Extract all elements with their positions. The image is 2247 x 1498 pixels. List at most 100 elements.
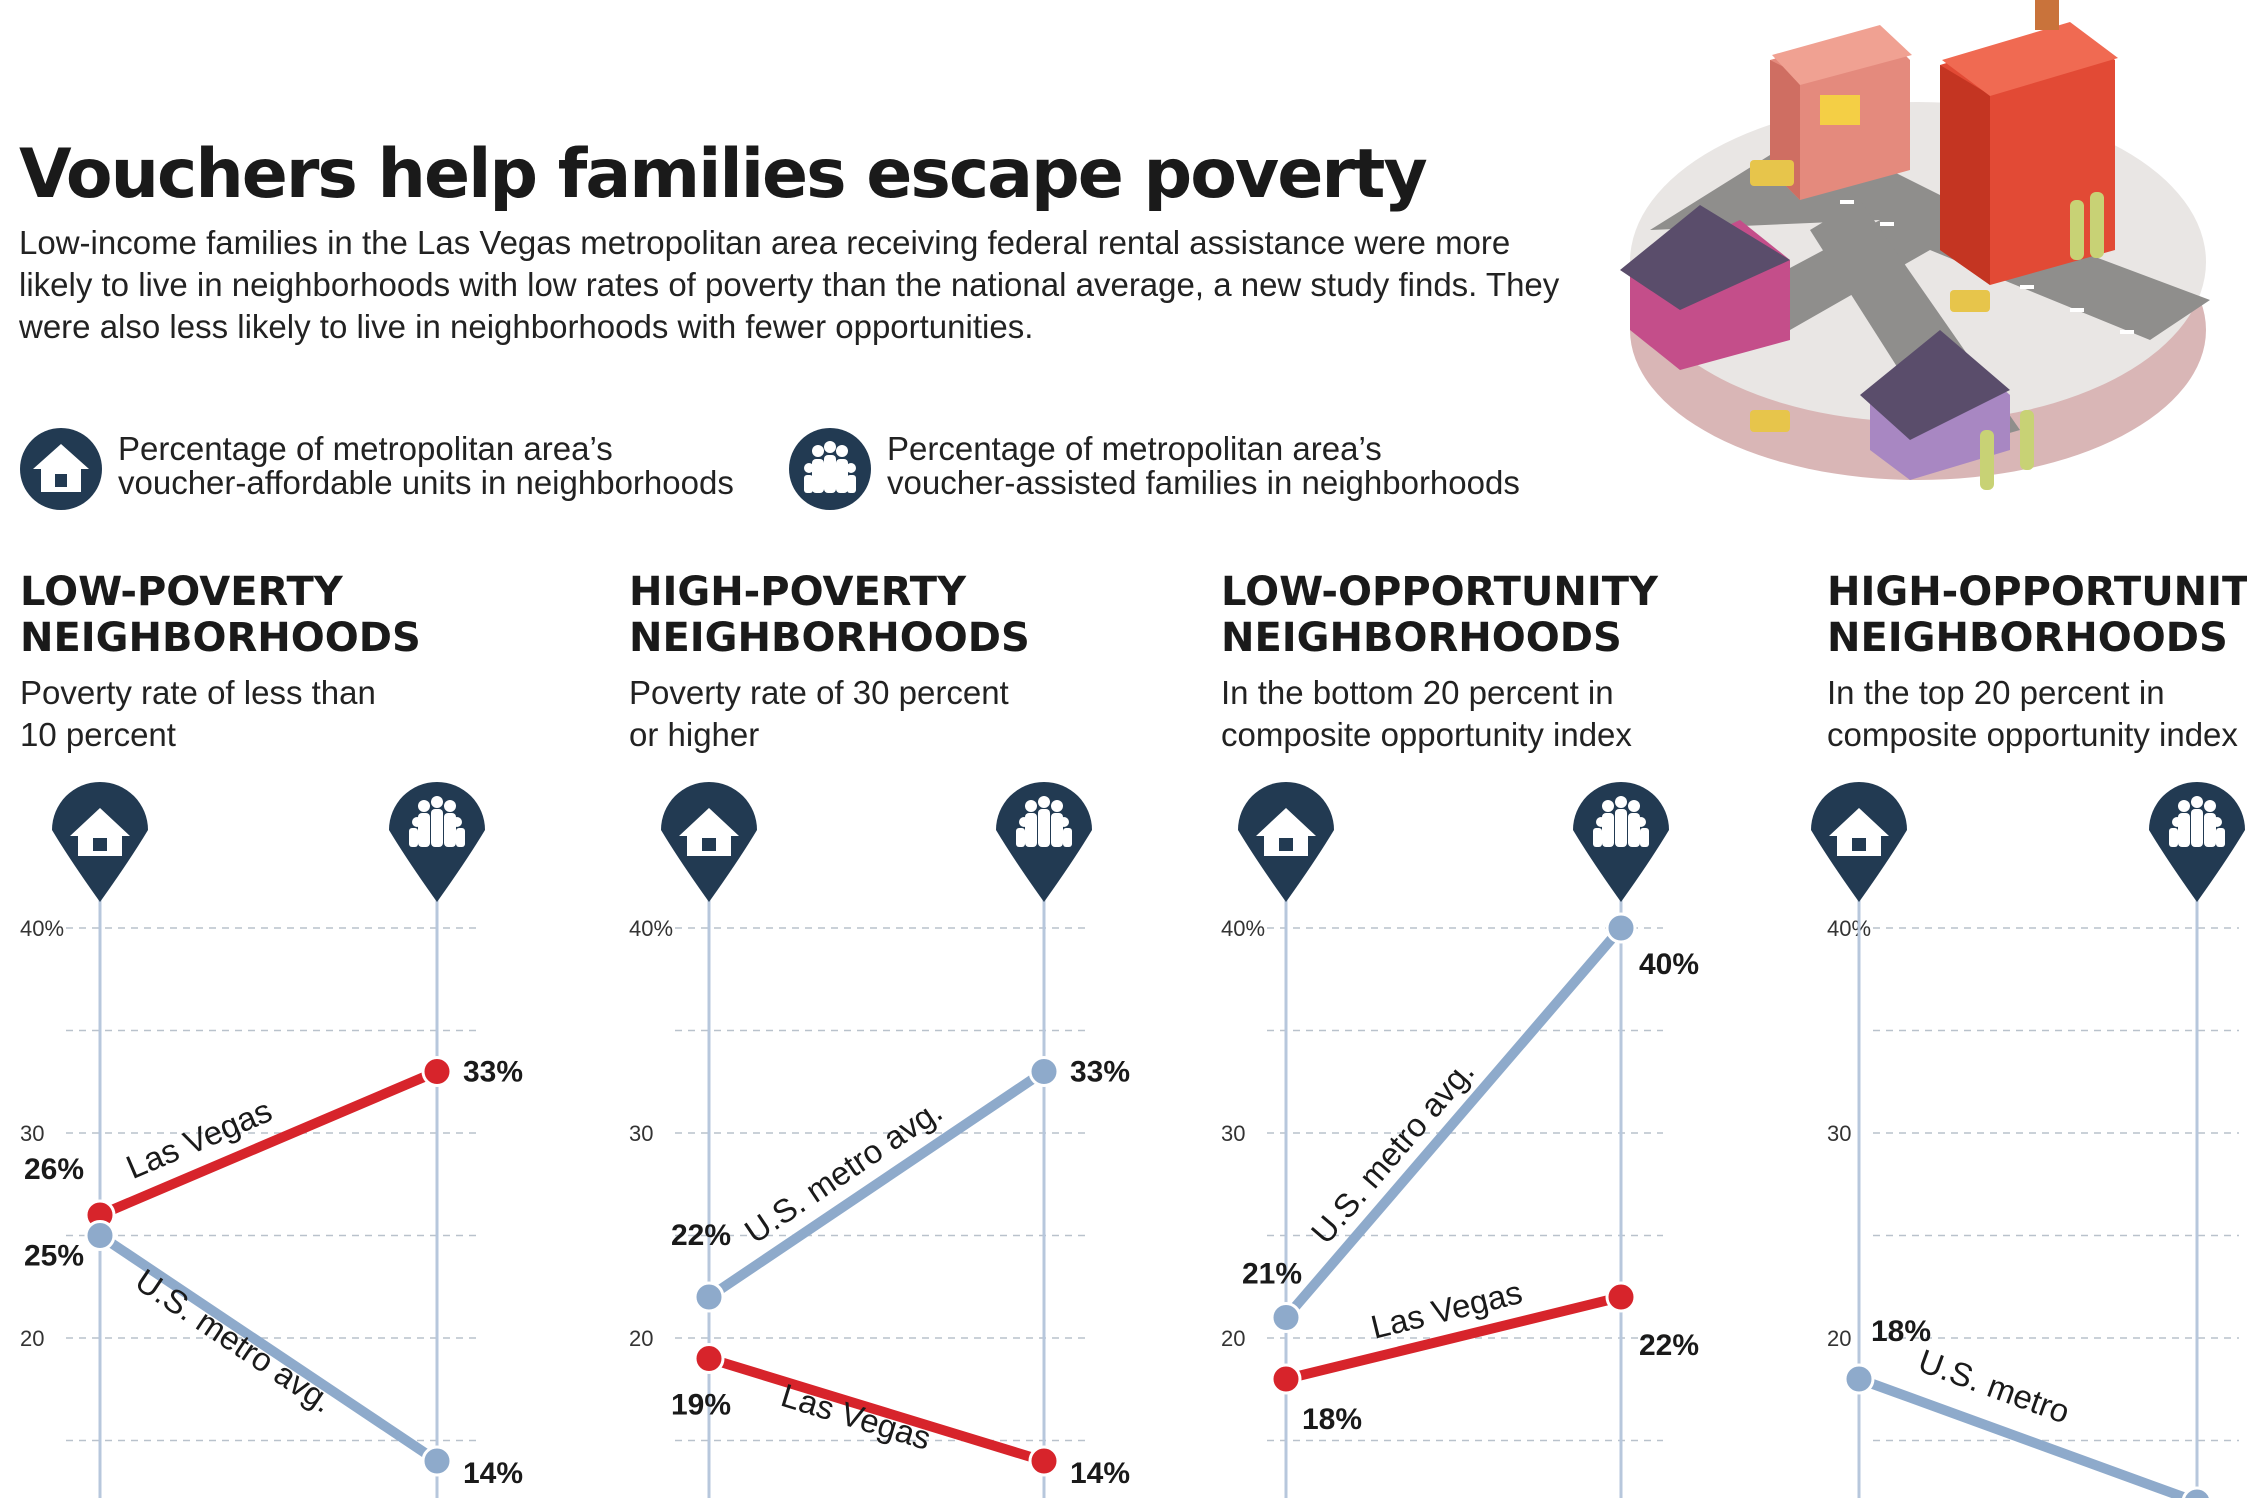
series: 19% 14% Las Vegas [671, 1343, 1130, 1490]
house-icon [52, 782, 148, 902]
family-icon-head [1038, 796, 1050, 808]
house-icon-shape [1829, 808, 1889, 856]
series: 18%U.S. metro [1843, 1315, 2212, 1498]
family-icon-child-body [2216, 828, 2225, 847]
family-icon-head [431, 796, 443, 808]
house-icon-door [93, 838, 107, 851]
data-point [1270, 1363, 1302, 1395]
family-icon-child-body [1640, 828, 1649, 847]
family-icon-head [1628, 800, 1640, 812]
series-line [1854, 1374, 2200, 1498]
family-icon-body [2204, 813, 2216, 847]
family-icon-child-body [1593, 828, 1602, 847]
chart-title: NEIGHBORHOODS [629, 615, 1030, 661]
data-label: 33% [463, 1056, 523, 1089]
data-label: 21% [1242, 1258, 1302, 1291]
data-label: 14% [463, 1457, 523, 1490]
data-point [421, 1445, 453, 1477]
series-name-label: U.S. metro avg. [1304, 1053, 1482, 1251]
series-name-label: U.S. metro avg. [738, 1092, 949, 1251]
y-tick-label: 40% [629, 916, 673, 941]
y-tick-label: 20 [629, 1326, 653, 1351]
family-icon-head [1602, 800, 1614, 812]
legend-units-line1: Percentage of metropolitan area’s [118, 430, 613, 467]
tick-label-bg [625, 1322, 661, 1352]
family-icon-body [1051, 813, 1063, 847]
legend-families-line2: voucher-assisted families in neighborhoo… [887, 464, 1520, 501]
chart-title: HIGH-OPPORTUNITY [1827, 569, 2247, 615]
tick-label-bg [1823, 1117, 1859, 1147]
tick-label-bg [1217, 1117, 1253, 1147]
chart-title: LOW-OPPORTUNITY [1221, 569, 1659, 615]
data-label: 40% [1639, 948, 1699, 981]
family-icon-body [431, 809, 443, 847]
data-label: 22% [671, 1219, 731, 1252]
chart-title: NEIGHBORHOODS [20, 615, 421, 661]
family-icon-figures [409, 796, 465, 847]
y-tick-label: 20 [1827, 1326, 1851, 1351]
series-line [704, 1066, 1049, 1302]
family-icon-head [1051, 800, 1063, 812]
series-name-label: Las Vegas [777, 1376, 935, 1456]
series: 22% 33% U.S. metro avg. [671, 1056, 1130, 1313]
y-tick-label: 30 [1221, 1121, 1245, 1146]
family-icon-body [444, 813, 456, 847]
data-label: 18% [1302, 1403, 1362, 1436]
neighborhood-illustration [1620, 0, 2210, 490]
page-title: Vouchers help families escape poverty [19, 135, 1428, 214]
series-line [95, 1066, 442, 1220]
house-icon-shape [70, 808, 130, 856]
y-tick-label: 20 [1221, 1326, 1245, 1351]
tick-label-bg [1823, 912, 1872, 942]
chart-title: NEIGHBORHOODS [1827, 615, 2228, 661]
series-name-label: U.S. metro [1914, 1342, 2075, 1431]
family-icon-child-body [456, 828, 465, 847]
family-icon-figures [1593, 796, 1649, 847]
chart-title: HIGH-POVERTY [629, 569, 967, 615]
family-icon-child-body [409, 828, 418, 847]
family-icon-body [1602, 813, 1614, 847]
house-icon-door [1852, 838, 1866, 851]
y-tick-label: 20 [20, 1326, 44, 1351]
chart-subtitle: Poverty rate of less than [20, 674, 376, 711]
data-point [1270, 1302, 1302, 1333]
family-icon-body [2178, 813, 2190, 847]
data-point [693, 1281, 725, 1313]
family-icon-head [2178, 800, 2190, 812]
y-tick-label: 40% [20, 916, 64, 941]
y-tick-label: 40% [1827, 916, 1871, 941]
chart-subtitle: or higher [629, 716, 759, 753]
family-icon-body [1615, 809, 1627, 847]
house-icon-shape [679, 808, 739, 856]
data-point [1605, 1281, 1637, 1313]
house-icon [1811, 782, 1907, 902]
data-label: 26% [24, 1153, 84, 1186]
data-point [84, 1220, 116, 1251]
family-icon [2149, 782, 2245, 902]
family-icon-head [2191, 796, 2203, 808]
family-icon-body [1628, 813, 1640, 847]
data-label: 18% [1871, 1315, 1931, 1348]
family-icon-body [418, 813, 430, 847]
legend-units-line2: voucher-affordable units in neighborhood… [118, 464, 734, 501]
family-icon-head [2204, 800, 2216, 812]
series-line [1281, 923, 1626, 1323]
house-icon [661, 782, 757, 902]
page-subtitle: Low-income families in the Las Vegas met… [19, 224, 1560, 345]
house-icon-door [702, 838, 716, 851]
chart-subtitle: composite opportunity index [1827, 716, 2238, 753]
tick-label-bg [1217, 912, 1266, 942]
family-icon-child-body [1016, 828, 1025, 847]
legend-families-line1: Percentage of metropolitan area’s [887, 430, 1382, 467]
family-icon [789, 428, 871, 510]
tick-label-bg [16, 1117, 52, 1147]
house-icon-door [1279, 838, 1293, 851]
y-tick-label: 40% [1221, 916, 1265, 941]
tick-label-bg [625, 912, 674, 942]
tick-label-bg [16, 1322, 52, 1352]
house-icon-shape [1256, 808, 1316, 856]
